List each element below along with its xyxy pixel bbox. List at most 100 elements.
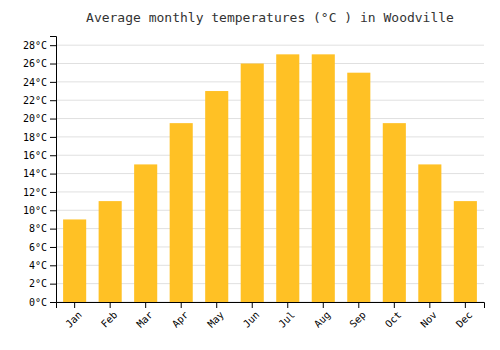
y-tick: 26°C (23, 58, 56, 69)
x-tick-label: May (205, 309, 226, 330)
x-tick-mark (145, 302, 146, 308)
x-tick: Nov (418, 302, 439, 330)
grid-line (56, 155, 484, 156)
y-tick: 4°C (29, 260, 56, 271)
y-tick-mark (50, 265, 56, 266)
y-tick-label: 14°C (23, 168, 47, 179)
bar (418, 164, 441, 302)
y-tick: 22°C (23, 95, 56, 106)
x-tick-label: Sep (347, 309, 368, 330)
x-tick-label: Apr (170, 309, 191, 330)
y-tick-label: 26°C (23, 58, 47, 69)
y-tick-label: 28°C (23, 40, 47, 51)
x-tick-mark (216, 302, 217, 308)
y-tick-label: 0°C (29, 297, 47, 308)
y-tick: 20°C (23, 113, 56, 124)
y-tick-label: 12°C (23, 187, 47, 198)
grid-line (56, 136, 484, 137)
x-tick: Jun (241, 302, 262, 330)
x-tick-mark (323, 302, 324, 308)
title: Average monthly temperatures (°C ) in Wo… (86, 10, 454, 25)
y-tick: 18°C (23, 132, 56, 143)
grid-line (56, 100, 484, 101)
x-axis-line (57, 303, 485, 309)
y-tick-label: 20°C (23, 113, 47, 124)
y-tick-mark (50, 192, 56, 193)
x-tick: Dec (454, 302, 475, 330)
x-tick-mark (287, 302, 288, 308)
x-tick-label: Feb (99, 309, 120, 330)
x-tick-mark (110, 302, 111, 308)
y-tick-label: 4°C (29, 260, 47, 271)
y-tick-label: 10°C (23, 205, 47, 216)
y-tick-mark (50, 210, 56, 211)
y-tick-mark (50, 155, 56, 156)
x-tick: Aug (312, 302, 333, 330)
grid-line (56, 45, 484, 46)
x-tick-mark (429, 302, 430, 308)
x-tick-label: Jul (276, 309, 297, 330)
x-tick-label: Aug (312, 309, 333, 330)
x-tick-label: Jan (63, 309, 84, 330)
x-tick-mark (74, 302, 75, 308)
x-tick: Sep (347, 302, 368, 330)
y-tick-label: 16°C (23, 150, 47, 161)
y-tick-mark (50, 64, 56, 65)
y-tick-mark (50, 229, 56, 230)
y-tick: 24°C (23, 77, 56, 88)
x-tick: May (205, 302, 226, 330)
y-tick-label: 2°C (29, 278, 47, 289)
x-tick-label: Jun (241, 309, 262, 330)
y-tick-mark (50, 174, 56, 175)
x-tick-label: Dec (454, 309, 475, 330)
y-tick: 28°C (23, 40, 56, 51)
x-tick: Apr (170, 302, 191, 330)
bar (454, 201, 477, 302)
y-tick-label: 6°C (29, 242, 47, 253)
y-tick-mark (50, 100, 56, 101)
y-tick: 0°C (29, 297, 56, 308)
x-tick-label: Oct (383, 309, 404, 330)
bar (312, 54, 335, 302)
grid-line (56, 63, 484, 64)
plot: 0°C 2°C 4°C 6°C 8°C 10°C 12°C 14°C 16°C 18°C 20°C 2… (23, 37, 485, 330)
x-tick-label: Nov (418, 309, 439, 330)
y-tick: 16°C (23, 150, 56, 161)
grid-line (56, 81, 484, 82)
y-tick-mark (50, 137, 56, 138)
x-tick-mark (358, 302, 359, 308)
bars (63, 54, 477, 302)
y-tick: 2°C (29, 278, 56, 289)
x-tick: Jul (276, 302, 297, 330)
bar (99, 201, 122, 302)
bar (347, 73, 370, 302)
y-tick-mark (50, 247, 56, 248)
chart: 0°C 2°C 4°C 6°C 8°C 10°C 12°C 14°C 16°C 18°C 20°C 2… (0, 0, 500, 350)
y-axis: 0°C 2°C 4°C 6°C 8°C 10°C 12°C 14°C 16°C 18°C 20°C 2… (23, 37, 57, 308)
x-tick: Jan (63, 302, 84, 330)
y-tick: 8°C (29, 223, 56, 234)
bar (170, 123, 193, 302)
x-tick-label: Mar (134, 309, 155, 330)
y-tick: 14°C (23, 168, 56, 179)
y-tick-label: 24°C (23, 77, 47, 88)
x-tick-mark (394, 302, 395, 308)
y-tick-label: 18°C (23, 132, 47, 143)
grid-line (56, 118, 484, 119)
bar (205, 91, 228, 302)
y-tick-label: 8°C (29, 223, 47, 234)
y-tick-label: 22°C (23, 95, 47, 106)
x-tick: Oct (383, 302, 404, 330)
x-tick-mark (252, 302, 253, 308)
y-tick-mark (50, 119, 56, 120)
x-tick: Mar (134, 302, 155, 330)
x-tick-mark (465, 302, 466, 308)
bar (276, 54, 299, 302)
bar (134, 164, 157, 302)
y-tick-mark (50, 45, 56, 46)
bar (63, 219, 86, 302)
x-axis: Jan Feb Mar Apr May Jun Jul Aug Sep Oct Nov Dec (57, 302, 485, 330)
y-axis-line (50, 37, 57, 303)
bar (241, 64, 264, 302)
y-tick: 10°C (23, 205, 56, 216)
